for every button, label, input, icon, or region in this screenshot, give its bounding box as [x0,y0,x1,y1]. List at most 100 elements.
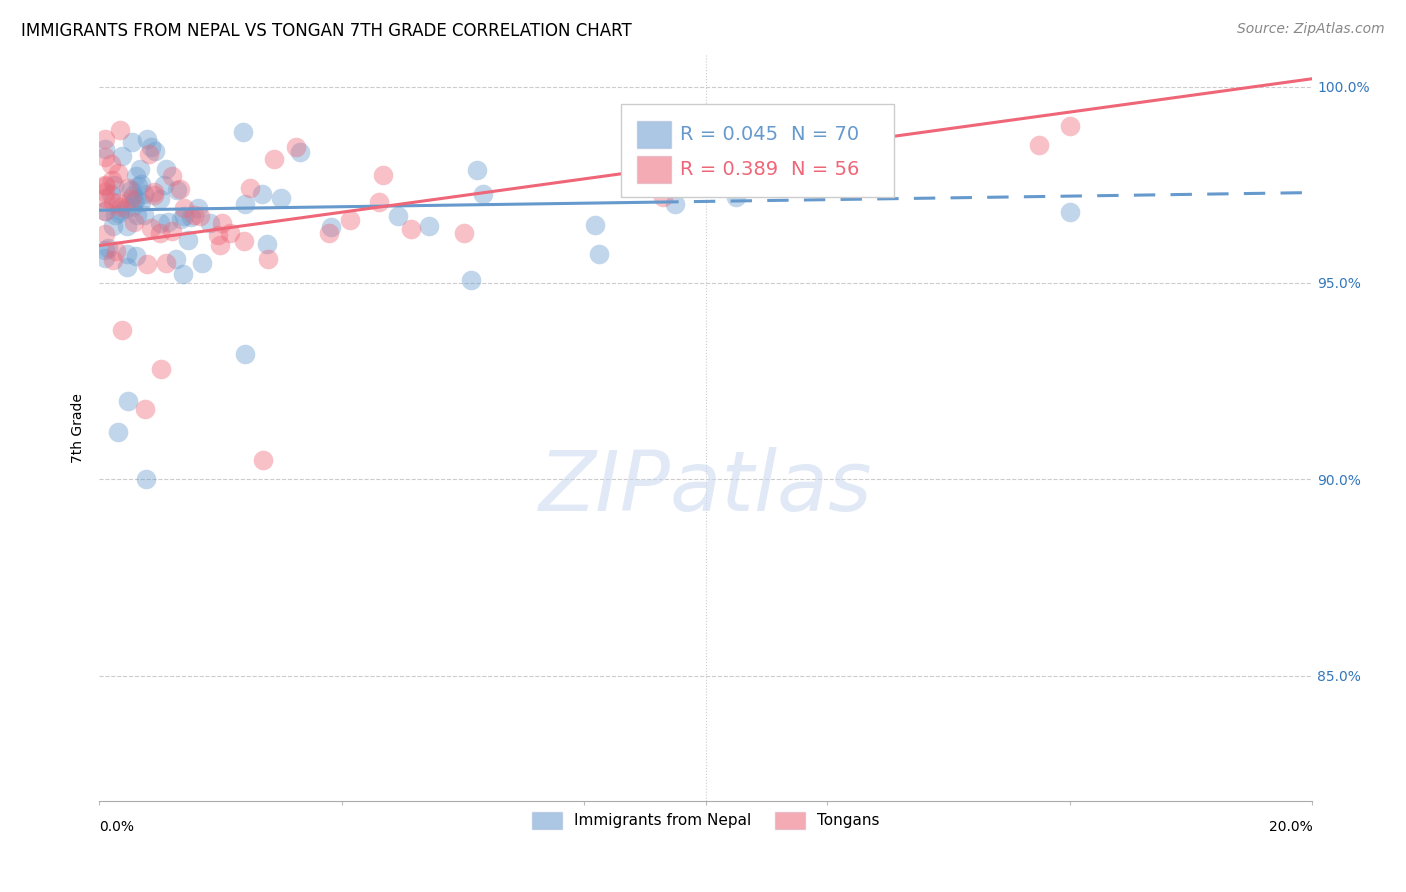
Point [150,362,173,376]
Point [120,192,142,206]
Point [166,183,188,197]
Point [143,144,166,158]
Point [252,452,274,467]
Point [138,147,160,161]
Point [239,181,262,195]
Point [143,185,166,199]
FancyBboxPatch shape [637,156,671,183]
Point [387,209,409,223]
Point [169,182,191,196]
Point [94,178,117,192]
Point [465,163,488,178]
Point [183,208,205,222]
Point [211,216,233,230]
Point [115,260,138,275]
Point [107,166,129,180]
Point [104,208,127,222]
Text: R = 0.389: R = 0.389 [681,160,779,178]
Point [149,192,172,206]
Point [94,191,117,205]
Point [94,251,117,265]
Point [134,401,156,416]
Point [125,169,148,183]
Point [198,216,221,230]
Point [94,132,117,146]
Point [371,169,394,183]
Point [165,252,187,266]
Point [173,209,195,223]
Point [117,180,139,194]
Point [111,149,134,163]
Point [256,236,278,251]
Text: IMMIGRANTS FROM NEPAL VS TONGAN 7TH GRADE CORRELATION CHART: IMMIGRANTS FROM NEPAL VS TONGAN 7TH GRAD… [21,22,631,40]
Point [143,188,166,202]
Point [94,203,117,218]
Point [107,206,129,220]
Point [100,157,122,171]
Point [94,227,117,242]
Point [173,201,195,215]
Point [124,192,146,206]
Point [155,162,177,177]
Point [94,244,117,258]
Point [128,178,150,193]
Point [588,247,610,261]
Point [187,201,209,215]
Point [399,222,422,236]
Point [94,179,117,194]
Point [172,267,194,281]
Text: ZIPatlas: ZIPatlas [538,448,873,528]
Point [460,272,482,286]
Point [110,200,132,214]
Point [157,215,180,229]
Text: 0.0%: 0.0% [100,820,134,834]
Point [103,194,125,209]
FancyBboxPatch shape [621,103,894,197]
Point [107,195,129,210]
Point [94,142,117,156]
Y-axis label: 7th Grade: 7th Grade [72,393,86,463]
Point [170,211,193,226]
Point [129,161,152,176]
Point [233,346,256,360]
Text: R = 0.045: R = 0.045 [681,125,779,145]
Point [132,187,155,202]
Point [652,189,675,203]
Point [107,425,129,439]
Point [232,234,254,248]
Point [285,140,308,154]
Point [135,472,157,486]
Point [117,247,139,261]
Point [127,209,149,223]
Point [207,227,229,242]
Point [160,225,183,239]
Point [111,323,134,337]
Point [117,393,139,408]
Point [115,219,138,233]
Point [148,227,170,241]
Point [125,249,148,263]
Point [94,150,117,164]
Point [139,221,162,235]
Point [1059,205,1081,219]
FancyBboxPatch shape [637,121,671,148]
Point [471,187,494,202]
Point [114,201,136,215]
Point [263,152,285,166]
Point [149,216,172,230]
Text: Source: ZipAtlas.com: Source: ZipAtlas.com [1237,22,1385,37]
Point [122,215,145,229]
Point [177,233,200,247]
Point [103,178,125,192]
Point [153,178,176,192]
Point [368,195,391,210]
Point [94,186,117,200]
Point [121,188,143,202]
Point [1059,119,1081,133]
Point [219,226,242,240]
Point [136,131,159,145]
Point [155,256,177,270]
Point [105,244,128,258]
Point [122,194,145,209]
Point [120,183,142,197]
